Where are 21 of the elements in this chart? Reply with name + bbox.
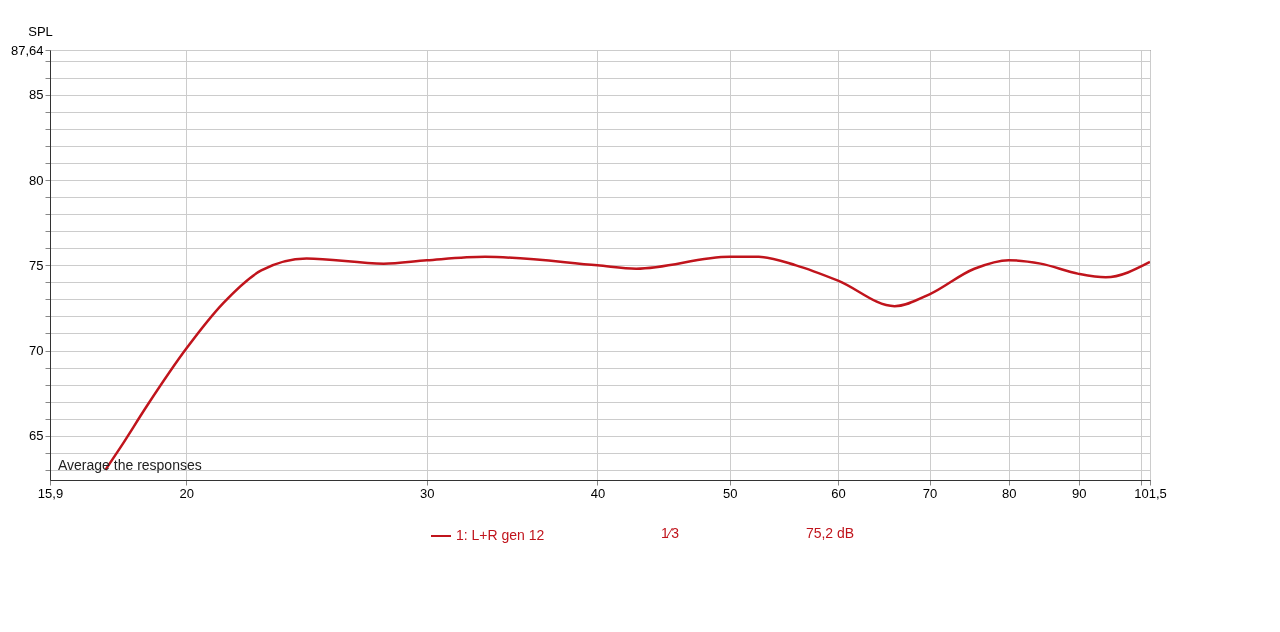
y-tick-label: 85: [29, 87, 44, 103]
x-tick-label: 70: [922, 485, 938, 501]
y-tick-label: 65: [29, 428, 44, 444]
legend-label: 1: L+R gen 12: [456, 527, 545, 543]
x-tick-label: 80: [1002, 485, 1017, 501]
y-tick-label: 80: [29, 172, 44, 188]
y-tick-label: 75: [29, 257, 44, 273]
text: 1⁄3: [661, 525, 680, 541]
x-tick-label: 40: [590, 485, 606, 501]
y-axis-title: SPL: [28, 23, 53, 39]
annotation: Average the responses: [58, 457, 202, 473]
text: 75,2 dB: [805, 525, 855, 541]
x-tick-label: 50: [723, 485, 738, 501]
x-tick-label: 60: [831, 485, 846, 501]
x-tick-label: 15,9: [37, 485, 64, 501]
x-tick-label: 101,5: [1134, 485, 1167, 501]
y-tick-label: 70: [29, 343, 44, 359]
y-tick-label: 87,64: [10, 42, 44, 58]
x-tick-label: 90: [1071, 485, 1087, 501]
x-tick-label: 20: [179, 485, 194, 501]
x-tick-label: 30: [420, 485, 435, 501]
